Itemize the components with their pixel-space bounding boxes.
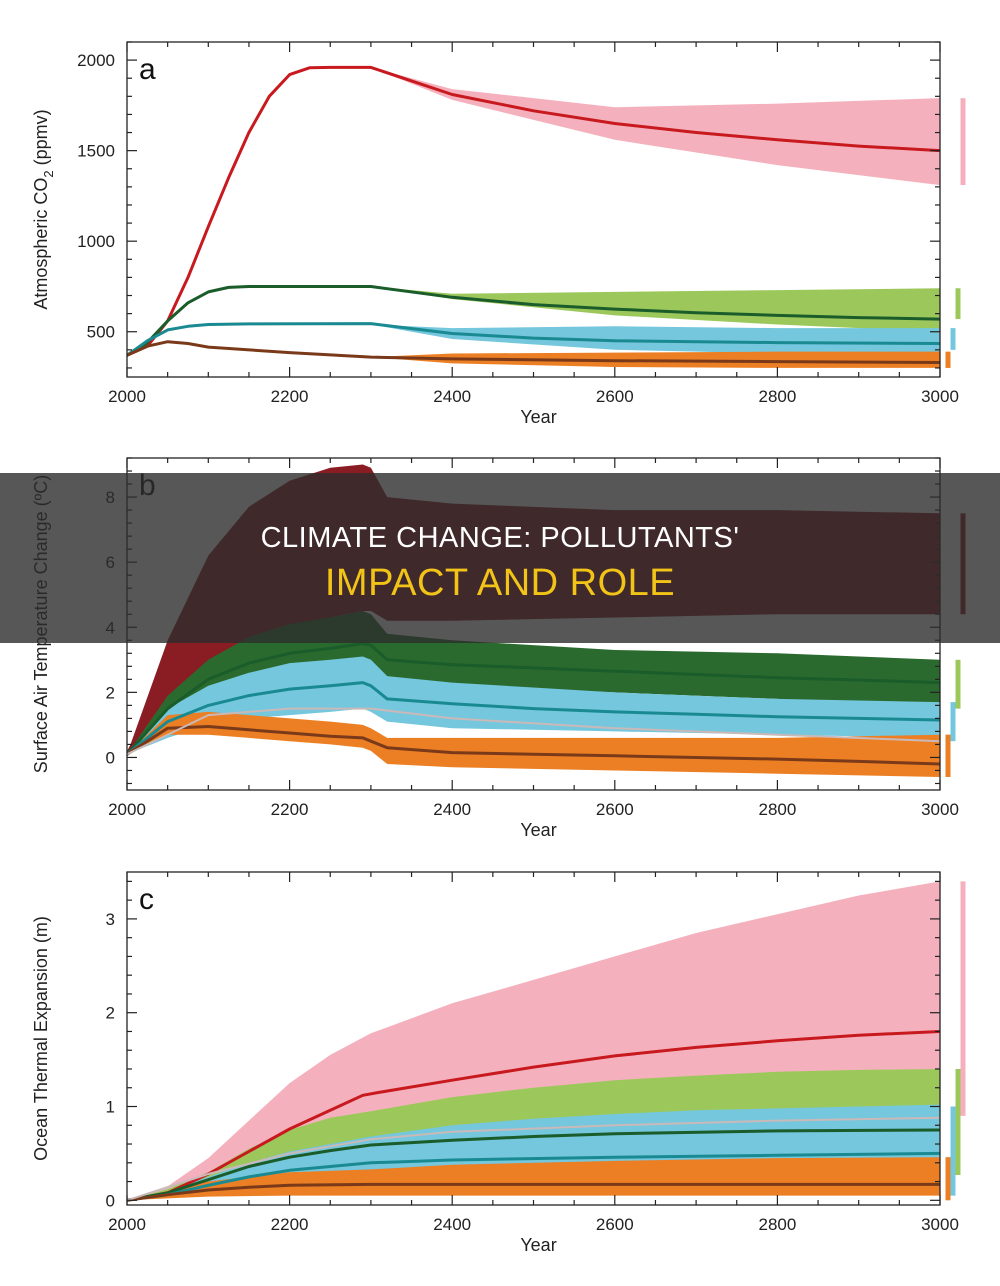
- y-axis-title-main: Atmospheric CO: [31, 178, 51, 310]
- uncertainty-band-cyan: [127, 656, 940, 755]
- x-tick-label: 2600: [596, 387, 634, 406]
- x-tick-label: 3000: [921, 1215, 959, 1234]
- x-tick-label: 2400: [433, 387, 471, 406]
- panel-label-c: c: [139, 883, 154, 916]
- uncertainty-band-ltgreen: [370, 286, 940, 332]
- range-bar-pink: [960, 881, 966, 1116]
- x-tick-label: 2800: [758, 1215, 796, 1234]
- y-axis-title-subscript: 2: [41, 170, 56, 177]
- uncertainty-band-darkgreen: [127, 611, 940, 755]
- series-line-2: [127, 285, 940, 357]
- range-bar-cyan: [950, 702, 956, 742]
- series-line-1: [127, 65, 940, 357]
- plot-frame: [126, 41, 941, 378]
- uncertainty-band-orange: [127, 1157, 940, 1201]
- x-axis-title: Year: [520, 820, 556, 840]
- y-tick-label: 2: [106, 683, 115, 702]
- series-line-3: [127, 322, 940, 357]
- range-bar-ltgreen: [955, 659, 961, 709]
- range-bar-cyan: [950, 1106, 956, 1196]
- y-tick-label: 1500: [77, 142, 115, 161]
- series-line-3: [127, 681, 940, 756]
- y-tick-label: 0: [106, 1191, 115, 1210]
- plot-area: [127, 881, 940, 1202]
- range-bar-orange: [945, 351, 951, 368]
- banner-title-line2: IMPACT AND ROLE: [324, 562, 676, 604]
- x-tick-label: 2600: [596, 1215, 634, 1234]
- series-line-5: [127, 1116, 940, 1202]
- y-tick-label: 0: [106, 748, 115, 767]
- x-tick-label: 2200: [271, 1215, 309, 1234]
- series-line-2: [127, 1128, 940, 1202]
- range-bar-ltgreen: [955, 1068, 961, 1175]
- y-tick-label: 500: [87, 323, 115, 342]
- range-bar-orange: [945, 1157, 951, 1201]
- x-tick-label: 2000: [108, 1215, 146, 1234]
- banner-title-line1: CLIMATE CHANGE: POLLUTANTS': [260, 522, 740, 554]
- plot-area: [127, 65, 940, 368]
- y-axis-title: Atmospheric CO2 (ppmv): [31, 109, 56, 309]
- chart-panel-a: 2000 2200 2400 2600 2800 3000 500 1000 1500 2000 Y…: [31, 41, 966, 427]
- x-tick-label: 3000: [921, 387, 959, 406]
- panel-label-a: a: [139, 53, 156, 86]
- y-tick-label: 3: [106, 910, 115, 929]
- x-tick-label: 2400: [433, 1215, 471, 1234]
- y-tick-label: 2: [106, 1004, 115, 1023]
- series-line-2: [127, 642, 940, 756]
- x-tick-label: 3000: [921, 800, 959, 819]
- x-tick-label: 2000: [108, 387, 146, 406]
- range-bar-orange: [945, 734, 951, 777]
- range-bar-pink: [960, 98, 966, 186]
- uncertainty-band-orange: [127, 711, 940, 777]
- chart-panel-c: 2000 2200 2400 2600 2800 3000 0 1 2 3 Year Ocean Th…: [31, 871, 966, 1255]
- range-bar-ltgreen: [955, 288, 961, 320]
- x-tick-label: 2200: [271, 800, 309, 819]
- series-line-5: [127, 707, 940, 756]
- series-line-1: [127, 1030, 940, 1202]
- x-axis-title: Year: [520, 1235, 556, 1255]
- series-line-4: [127, 1182, 940, 1202]
- uncertainty-band-pink: [370, 67, 940, 186]
- x-axis-title: Year: [520, 407, 556, 427]
- title-banner: [0, 473, 1000, 643]
- series-line-3: [127, 1151, 940, 1202]
- range-bar-cyan: [950, 328, 956, 350]
- x-tick-label: 2600: [596, 800, 634, 819]
- series-line-4: [127, 725, 940, 766]
- y-axis-title: Ocean Thermal Expansion (m): [31, 916, 51, 1161]
- x-tick-label: 2800: [758, 800, 796, 819]
- x-tick-label: 2800: [758, 387, 796, 406]
- y-tick-label: 1: [106, 1098, 115, 1117]
- x-tick-label: 2200: [271, 387, 309, 406]
- y-axis-title-tail: (ppmv): [31, 109, 51, 170]
- y-tick-label: 1000: [77, 232, 115, 251]
- y-tick-label: 2000: [77, 51, 115, 70]
- x-tick-label: 2000: [108, 800, 146, 819]
- x-tick-label: 2400: [433, 800, 471, 819]
- series-line-4: [127, 340, 940, 364]
